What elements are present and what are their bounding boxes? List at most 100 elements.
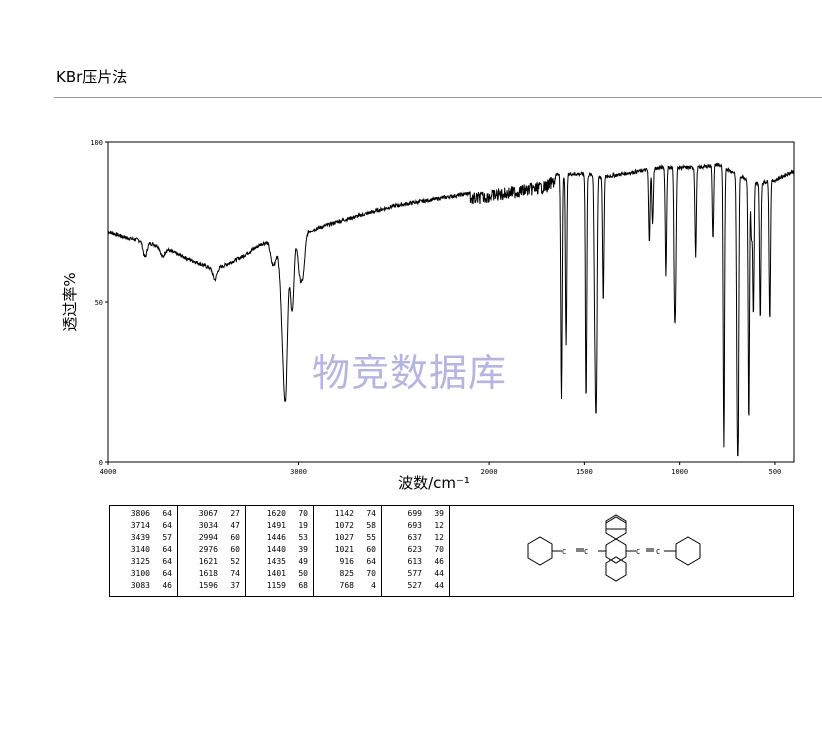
transmittance-cell: 64 xyxy=(162,509,172,518)
peak-table-row: 693 12 xyxy=(382,520,449,532)
transmittance-cell: 70 xyxy=(366,569,376,578)
transmittance-cell: 52 xyxy=(230,557,240,566)
transmittance-cell: 64 xyxy=(162,545,172,554)
wavenumber-cell: 2976 xyxy=(198,545,218,554)
peak-table-row: 1491 19 xyxy=(246,520,313,532)
transmittance-cell: 12 xyxy=(434,521,444,530)
peak-table-row: 1401 50 xyxy=(246,568,313,580)
transmittance-cell: 4 xyxy=(371,581,376,590)
peak-table-row: 1618 74 xyxy=(178,568,245,580)
peak-table-row: 3806 64 xyxy=(110,508,177,520)
transmittance-cell: 44 xyxy=(434,581,444,590)
peak-table-row: 1620 70 xyxy=(246,508,313,520)
peak-table-row: 1435 49 xyxy=(246,556,313,568)
anthracene-top-ring xyxy=(605,514,627,540)
transmittance-cell: 47 xyxy=(230,521,240,530)
x-tick-label: 1500 xyxy=(576,468,593,476)
wavenumber-cell: 825 xyxy=(339,569,354,578)
peak-table-row: 1021 60 xyxy=(314,544,381,556)
anthracene-center-ring xyxy=(605,538,627,564)
peak-table-row: 3067 27 xyxy=(178,508,245,520)
transmittance-cell: 64 xyxy=(162,521,172,530)
transmittance-cell: 46 xyxy=(434,557,444,566)
transmittance-cell: 37 xyxy=(230,581,240,590)
wavenumber-cell: 1621 xyxy=(198,557,218,566)
peak-table-row: 825 70 xyxy=(314,568,381,580)
x-tick-label: 3000 xyxy=(290,468,307,476)
header-divider xyxy=(54,97,822,98)
peak-table-row: 3125 64 xyxy=(110,556,177,568)
transmittance-cell: 74 xyxy=(230,569,240,578)
peak-table-row: 1621 52 xyxy=(178,556,245,568)
peak-table-row: 3034 47 xyxy=(178,520,245,532)
peak-table-row: 2994 60 xyxy=(178,532,245,544)
transmittance-cell: 19 xyxy=(298,521,308,530)
wavenumber-cell: 1618 xyxy=(198,569,218,578)
transmittance-cell: 12 xyxy=(434,533,444,542)
wavenumber-cell: 3034 xyxy=(198,521,218,530)
wavenumber-cell: 623 xyxy=(407,545,422,554)
wavenumber-cell: 3140 xyxy=(130,545,150,554)
transmittance-cell: 44 xyxy=(434,569,444,578)
wavenumber-cell: 1596 xyxy=(198,581,218,590)
ir-spectrum-chart: 4000 3000 2000 1500 1000 500 0 50 100 波数/cm⁻¹ 透… xyxy=(61,139,795,492)
peak-table-row: 1446 53 xyxy=(246,532,313,544)
peak-table-row: 3714 64 xyxy=(110,520,177,532)
spectrum-line xyxy=(107,162,795,457)
transmittance-cell: 64 xyxy=(162,557,172,566)
peak-table-row: 1027 55 xyxy=(314,532,381,544)
wavenumber-cell: 1401 xyxy=(266,569,286,578)
alkyne-c3: C xyxy=(636,548,640,556)
peak-table-row: 3083 46 xyxy=(110,580,177,592)
y-axis: 0 50 100 xyxy=(90,139,108,467)
y-tick-label: 0 xyxy=(99,459,103,467)
y-axis-label: 透过率% xyxy=(61,272,79,331)
transmittance-cell: 64 xyxy=(366,557,376,566)
y-tick-label: 100 xyxy=(90,139,103,147)
peak-table: 3806 64 3714 64 3439 57 3140 64 3125 64 3100 64 3083… xyxy=(109,505,794,597)
wavenumber-cell: 3714 xyxy=(130,521,150,530)
peak-table-row: 1596 37 xyxy=(178,580,245,592)
peak-table-column: 699 39 693 12 637 12 623 70 613 46 577 44 527 44 xyxy=(382,506,450,596)
transmittance-cell: 60 xyxy=(366,545,376,554)
transmittance-cell: 50 xyxy=(298,569,308,578)
wavenumber-cell: 2994 xyxy=(198,533,218,542)
transmittance-cell: 55 xyxy=(366,533,376,542)
peak-table-row: 1142 74 xyxy=(314,508,381,520)
wavenumber-cell: 1491 xyxy=(266,521,286,530)
molecule-structure: C C C C xyxy=(450,506,793,596)
peak-table-row: 577 44 xyxy=(382,568,449,580)
transmittance-cell: 39 xyxy=(298,545,308,554)
wavenumber-cell: 3806 xyxy=(130,509,150,518)
page-title: KBr压片法 xyxy=(56,68,128,86)
transmittance-cell: 74 xyxy=(366,509,376,518)
x-tick-label: 2000 xyxy=(481,468,498,476)
anthracene-bottom-ring xyxy=(605,556,627,582)
peak-table-column: 3806 64 3714 64 3439 57 3140 64 3125 64 3100 64 3083… xyxy=(110,506,178,596)
wavenumber-cell: 699 xyxy=(407,509,422,518)
alkyne-c1: C xyxy=(562,548,566,556)
peak-table-row: 613 46 xyxy=(382,556,449,568)
transmittance-cell: 70 xyxy=(434,545,444,554)
wavenumber-cell: 3083 xyxy=(130,581,150,590)
wavenumber-cell: 1440 xyxy=(266,545,286,554)
molecule-svg: C C C C xyxy=(527,514,701,582)
left-phenyl-ring xyxy=(527,536,553,566)
peak-table-row: 3439 57 xyxy=(110,532,177,544)
transmittance-cell: 68 xyxy=(298,581,308,590)
wavenumber-cell: 1446 xyxy=(266,533,286,542)
wavenumber-cell: 613 xyxy=(407,557,422,566)
peak-table-row: 699 39 xyxy=(382,508,449,520)
transmittance-cell: 27 xyxy=(230,509,240,518)
wavenumber-cell: 3439 xyxy=(130,533,150,542)
transmittance-cell: 39 xyxy=(434,509,444,518)
transmittance-cell: 46 xyxy=(162,581,172,590)
peak-table-row: 637 12 xyxy=(382,532,449,544)
x-axis-label: 波数/cm⁻¹ xyxy=(398,474,470,492)
transmittance-cell: 57 xyxy=(162,533,172,542)
x-tick-label: 500 xyxy=(769,468,782,476)
alkyne-c2: C xyxy=(584,548,588,556)
wavenumber-cell: 1027 xyxy=(334,533,354,542)
right-phenyl-ring xyxy=(675,536,701,566)
plot-frame xyxy=(107,141,795,463)
